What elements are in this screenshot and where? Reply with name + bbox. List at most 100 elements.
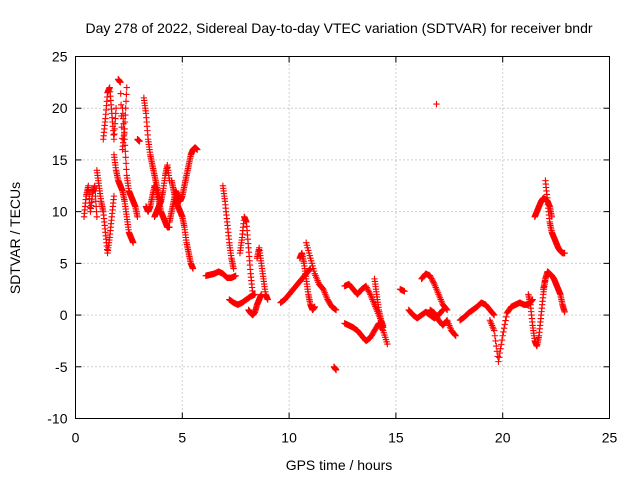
- series-arc17: [245, 291, 265, 319]
- series-arc11: [166, 144, 201, 226]
- series-arc31: [456, 299, 498, 324]
- data-point: [123, 166, 130, 173]
- series-arc06: [119, 105, 141, 221]
- data-point: [121, 136, 128, 143]
- data-point: [365, 288, 373, 295]
- data-point: [491, 332, 499, 339]
- x-tick-label: 15: [388, 430, 404, 446]
- series-arc07: [134, 136, 143, 145]
- data-point: [429, 278, 437, 285]
- data-point: [427, 273, 434, 281]
- data-point: [230, 265, 237, 272]
- data-point: [430, 279, 437, 286]
- series-arc03: [100, 84, 120, 143]
- data-point: [490, 327, 498, 334]
- data-point: [117, 79, 124, 86]
- x-axis-label: GPS time / hours: [286, 457, 393, 473]
- y-axis-label: SDTVAR / TECUs: [7, 182, 23, 294]
- x-tick-label: 10: [281, 430, 297, 446]
- series-arc12: [168, 177, 197, 272]
- data-point: [362, 282, 370, 290]
- data-point: [123, 84, 130, 91]
- data-point: [433, 100, 440, 108]
- y-tick-label: 15: [52, 152, 68, 168]
- series-arc29: [426, 306, 459, 339]
- plot-frame: [75, 56, 610, 419]
- data-point: [110, 192, 118, 200]
- data-point: [495, 358, 502, 365]
- axis-ticks: 0 5 10 15 20 25 -10 -5 0 5 10 15 20 25: [47, 49, 617, 446]
- y-tick-label: 0: [60, 307, 68, 323]
- data-point: [366, 289, 373, 297]
- series-arc35: [531, 194, 556, 221]
- data-point: [502, 317, 509, 324]
- data-point: [438, 307, 446, 314]
- data-point: [492, 337, 499, 345]
- data-point: [232, 272, 239, 279]
- series-arc10: [151, 161, 173, 221]
- data-point: [311, 303, 318, 310]
- data-point: [494, 353, 501, 360]
- data-point: [452, 332, 459, 339]
- data-point: [401, 288, 408, 295]
- data-point: [503, 313, 510, 320]
- series-arc30: [433, 100, 440, 108]
- data-point: [501, 321, 509, 328]
- data-point: [379, 324, 387, 331]
- data-point: [129, 239, 137, 246]
- data-point: [493, 342, 500, 350]
- y-tick-label: 5: [60, 255, 68, 271]
- data-point: [490, 311, 497, 318]
- series-arc19: [277, 265, 314, 306]
- data-point: [451, 331, 459, 339]
- series-arc28: [418, 270, 451, 314]
- series-arc21: [302, 239, 340, 314]
- data-point: [498, 336, 506, 344]
- data-point: [264, 296, 271, 303]
- data-point: [363, 284, 370, 291]
- series-arc14: [219, 182, 237, 272]
- series-arc20: [296, 249, 318, 314]
- series-arc25: [371, 275, 387, 331]
- data-point: [384, 340, 391, 348]
- data-point: [499, 332, 506, 339]
- series-arc36: [542, 177, 568, 257]
- data-point: [306, 266, 313, 273]
- grid: [75, 56, 610, 419]
- x-tick-label: 25: [602, 430, 618, 446]
- data-point: [426, 272, 434, 279]
- data-point: [490, 311, 498, 319]
- series-arc04: [110, 151, 137, 246]
- x-tick-label: 20: [495, 430, 511, 446]
- series-arc09: [142, 182, 173, 231]
- series-arc01: [80, 182, 101, 221]
- data-point: [117, 101, 125, 108]
- data-point: [332, 306, 340, 314]
- data-point: [122, 148, 129, 155]
- chart-title: Day 278 of 2022, Sidereal Day-to-day VTE…: [85, 20, 592, 36]
- y-tick-label: 20: [52, 100, 68, 116]
- x-tick-label: 0: [72, 430, 80, 446]
- data-point: [134, 213, 141, 221]
- data-point: [122, 98, 130, 105]
- data-point: [93, 213, 101, 221]
- data-point: [500, 324, 508, 332]
- series-arc22: [330, 363, 340, 374]
- data-point: [429, 276, 436, 284]
- data-point: [496, 349, 504, 357]
- series-arc13: [202, 268, 239, 282]
- data-point: [122, 154, 129, 161]
- data-point: [194, 146, 201, 153]
- data-point: [117, 90, 124, 97]
- data-point: [443, 305, 450, 313]
- data-point: [122, 160, 130, 167]
- y-tick-label: 10: [52, 204, 68, 220]
- series-arc18: [253, 244, 271, 303]
- data-points: [80, 76, 568, 374]
- series-arc16: [236, 213, 256, 298]
- y-tick-label: -10: [47, 411, 67, 427]
- data-point: [332, 366, 340, 374]
- series-arc34: [525, 275, 549, 350]
